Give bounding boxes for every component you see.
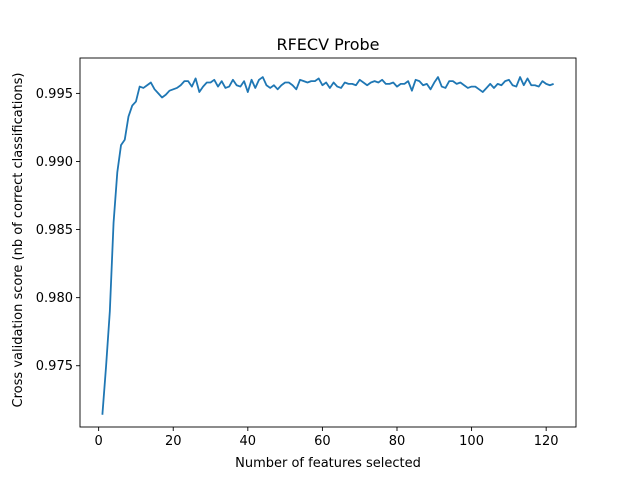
x-tick-label: 20 [165,434,182,449]
x-tick-label: 80 [389,434,406,449]
y-tick-label: 0.995 [36,87,73,102]
y-tick-label: 0.975 [36,359,73,374]
x-tick-label: 40 [240,434,257,449]
axes-frame [79,57,577,428]
plot-area [79,57,577,428]
y-tick-label: 0.980 [36,291,73,306]
y-axis-ticks: 0.975 0.980 0.985 0.990 0.995 [36,87,80,374]
y-axis-label: Cross validation score (nb of correct cl… [11,73,26,408]
x-tick-label: 100 [459,434,484,449]
series-line-0 [101,76,554,415]
x-tick-label: 60 [314,434,331,449]
x-axis-ticks: 0 20 40 60 80 100 120 [95,427,559,449]
chart-title: RFECV Probe [276,35,379,54]
y-tick-label: 0.990 [36,155,73,170]
x-axis-label: Number of features selected [235,456,421,471]
y-tick-label: 0.985 [36,223,73,238]
x-tick-label: 120 [534,434,559,449]
x-tick-label: 0 [95,434,103,449]
